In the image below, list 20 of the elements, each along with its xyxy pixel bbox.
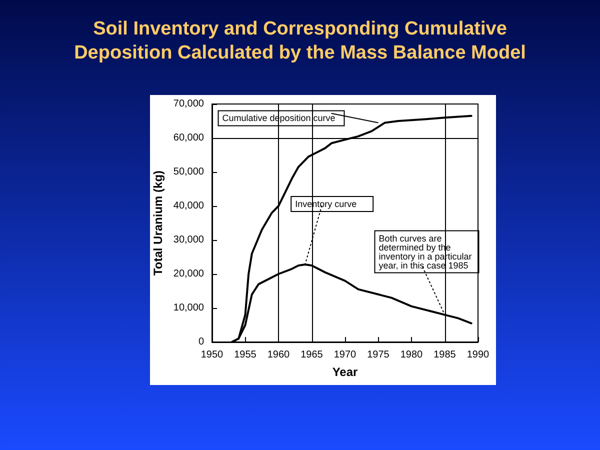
y-tick-label: 50,000 [173, 166, 204, 178]
y-tick-label: 20,000 [173, 268, 204, 280]
x-tick-label: 1990 [466, 350, 490, 360]
chart-title: Soil Inventory and Corresponding Cumulative Deposition Calculated by the Mass Balance Model [74, 18, 526, 64]
y-tick-label: 30,000 [173, 234, 204, 246]
y-tick-label: 10,000 [173, 302, 204, 314]
x-tick-label: 1970 [334, 350, 357, 360]
x-tick-label: 1950 [200, 350, 224, 360]
y-axis-title: Total Uranium (kg) [151, 170, 165, 276]
x-tick-label: 1960 [267, 350, 290, 360]
x-tick-label: 1980 [400, 350, 424, 360]
x-tick-label: 1965 [300, 350, 324, 360]
x-tick-label: 1975 [367, 350, 390, 360]
y-tick-label: 40,000 [173, 200, 204, 212]
x-tick-label: 1955 [234, 350, 257, 360]
y-tick-label: 70,000 [173, 98, 204, 110]
y-tick-label: 0 [198, 336, 204, 348]
x-axis-title: Year [332, 365, 358, 379]
x-tick-label: 1985 [434, 350, 456, 360]
y-tick-label: 60,000 [173, 132, 204, 144]
